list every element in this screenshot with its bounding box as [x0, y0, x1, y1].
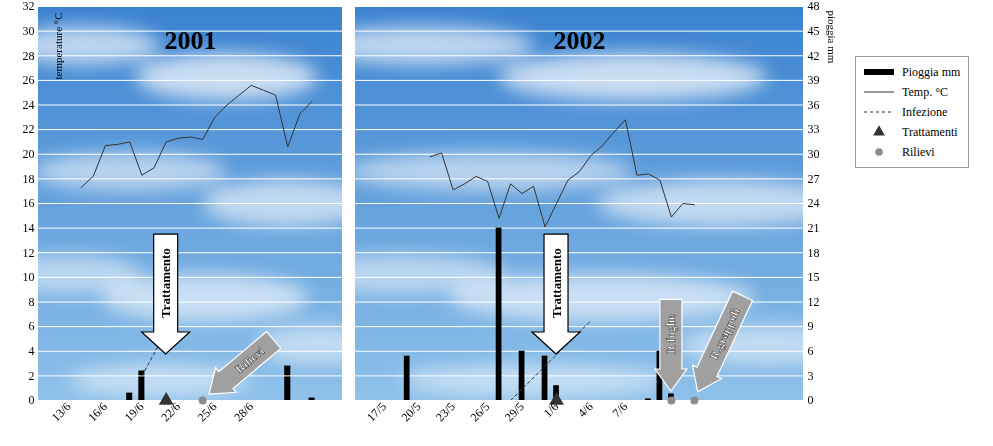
svg-text:6: 6: [29, 319, 35, 333]
svg-text:2001: 2001: [165, 26, 217, 55]
svg-text:18: 18: [808, 246, 820, 260]
svg-text:0: 0: [29, 393, 35, 407]
svg-text:15: 15: [808, 270, 820, 284]
svg-text:8: 8: [29, 295, 35, 309]
svg-text:pioggia mm: pioggia mm: [826, 11, 838, 64]
html-text:Trattamenti: Trattamenti: [902, 124, 958, 139]
svg-text:33: 33: [808, 122, 820, 136]
svg-text:28: 28: [23, 49, 35, 63]
svg-text:28/6: 28/6: [231, 399, 256, 424]
svg-text:22: 22: [23, 122, 35, 136]
svg-text:26: 26: [23, 73, 35, 87]
svg-text:32: 32: [23, 0, 35, 13]
svg-text:18: 18: [23, 172, 35, 186]
svg-text:20: 20: [23, 147, 35, 161]
html-text:Pioggia mm: Pioggia mm: [902, 64, 961, 79]
svg-text:10: 10: [23, 270, 35, 284]
svg-text:16: 16: [23, 196, 35, 210]
svg-text:9: 9: [808, 319, 814, 333]
html-text:Rilievi: Rilievi: [902, 144, 935, 159]
svg-text:30: 30: [23, 24, 35, 38]
svg-text:4: 4: [29, 344, 35, 358]
svg-text:42: 42: [808, 49, 820, 63]
svg-text:12: 12: [23, 246, 35, 260]
svg-text:29/5: 29/5: [502, 399, 527, 424]
svg-text:25/6: 25/6: [195, 399, 220, 424]
svg-text:19/6: 19/6: [122, 399, 147, 424]
svg-text:48: 48: [808, 0, 820, 13]
svg-text:27: 27: [808, 172, 820, 186]
html-text:Temp. °C: Temp. °C: [902, 84, 948, 99]
svg-text:Trattamento: Trattamento: [549, 248, 564, 318]
svg-text:12: 12: [808, 295, 820, 309]
svg-text:23/5: 23/5: [433, 399, 458, 424]
svg-text:20/5: 20/5: [399, 399, 424, 424]
svg-text:7/6: 7/6: [610, 399, 631, 420]
svg-text:3: 3: [808, 369, 814, 383]
svg-text:21: 21: [808, 221, 820, 235]
svg-text:2: 2: [29, 369, 35, 383]
svg-text:R.foglie: R.foglie: [664, 314, 678, 354]
svg-text:16/6: 16/6: [85, 399, 110, 424]
svg-text:1/6: 1/6: [541, 399, 562, 420]
svg-text:6: 6: [808, 344, 814, 358]
svg-text:36: 36: [808, 98, 820, 112]
svg-text:R.grappoli: R.grappoli: [707, 305, 743, 361]
svg-text:0: 0: [808, 393, 814, 407]
svg-text:17/5: 17/5: [364, 399, 389, 424]
svg-text:14: 14: [23, 221, 35, 235]
svg-text:2002: 2002: [554, 26, 606, 55]
svg-text:Trattamento: Trattamento: [158, 248, 173, 318]
html-text:Infezione: Infezione: [902, 104, 948, 119]
svg-text:4/6: 4/6: [575, 399, 596, 420]
svg-text:45: 45: [808, 24, 820, 38]
svg-text:39: 39: [808, 73, 820, 87]
svg-text:22/6: 22/6: [158, 399, 183, 424]
svg-text:13/6: 13/6: [49, 399, 74, 424]
svg-text:24: 24: [23, 98, 35, 112]
svg-text:26/5: 26/5: [467, 399, 492, 424]
svg-text:30: 30: [808, 147, 820, 161]
svg-text:24: 24: [808, 196, 820, 210]
svg-text:Rilievi: Rilievi: [233, 344, 268, 377]
svg-text:temperature °C: temperature °C: [52, 13, 64, 80]
